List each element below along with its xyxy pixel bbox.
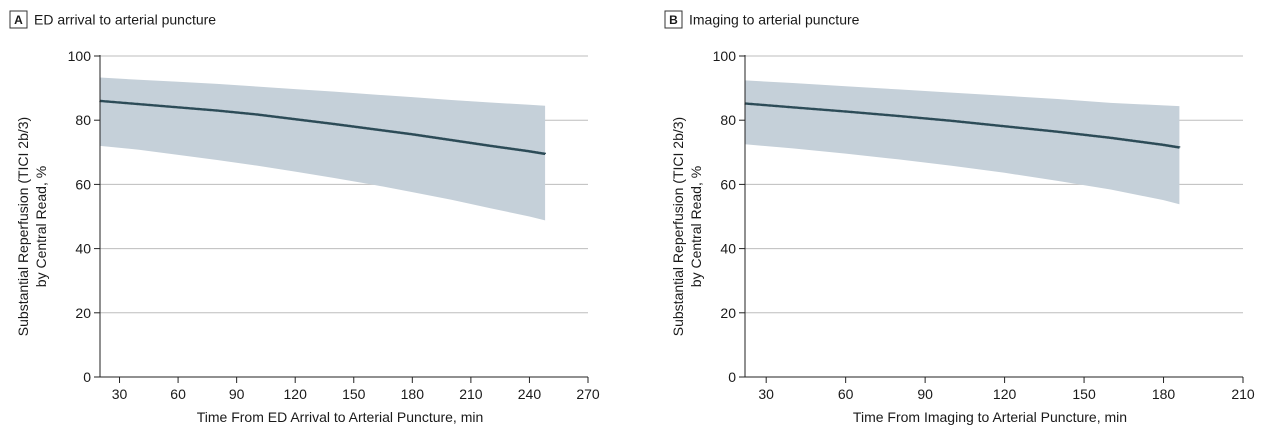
x-tick-label: 210: [1231, 386, 1255, 402]
panel-title: ED arrival to arterial puncture: [34, 12, 216, 28]
panel-badge: [9, 10, 28, 29]
x-tick-label: 30: [112, 386, 128, 402]
x-tick-label: 120: [284, 386, 308, 402]
panel-badge: [664, 10, 683, 29]
y-tick-label: 0: [728, 369, 736, 385]
y-tick-label: 0: [83, 369, 91, 385]
y-tick-label: 20: [75, 305, 91, 321]
x-tick-label: 210: [459, 386, 483, 402]
x-tick-label: 60: [170, 386, 186, 402]
panel-letter: A: [14, 13, 23, 27]
y-axis-title-line: Substantial Reperfusion (TICI 2b/3): [15, 117, 31, 336]
confidence-band: [745, 80, 1180, 205]
y-axis-title-line: by Central Read, %: [688, 166, 704, 287]
x-tick-label: 180: [1152, 386, 1176, 402]
x-tick-label: 30: [758, 386, 774, 402]
estimate-line: [744, 102, 1181, 149]
panel-letter: B: [669, 13, 678, 27]
y-axis-title-line: by Central Read, %: [33, 166, 49, 287]
y-tick-label: 100: [68, 48, 92, 64]
x-tick-label: 90: [917, 386, 933, 402]
panel-b: B Imaging to arterial puncture 0 20 40 60 80 10…: [664, 10, 1255, 425]
y-tick-label: 40: [75, 241, 91, 257]
x-tick-label: 150: [342, 386, 366, 402]
x-tick-label: 270: [576, 386, 600, 402]
x-tick-label: 150: [1072, 386, 1096, 402]
estimate-line: [99, 99, 546, 155]
y-tick-label: 80: [720, 112, 736, 128]
y-tick-label: 20: [720, 305, 736, 321]
y-tick-label: 60: [75, 176, 91, 192]
y-tick-label: 60: [720, 176, 736, 192]
panel-a: A ED arrival to arterial puncture 0 20 40 60 8…: [9, 10, 600, 425]
y-tick-label: 40: [720, 241, 736, 257]
confidence-band: [100, 77, 546, 221]
x-tick-label: 120: [993, 386, 1017, 402]
y-tick-label: 100: [713, 48, 737, 64]
y-axis-title-line: Substantial Reperfusion (TICI 2b/3): [670, 117, 686, 336]
x-tick-label: 90: [229, 386, 245, 402]
x-tick-label: 180: [401, 386, 425, 402]
x-tick-label: 60: [838, 386, 854, 402]
x-tick-label: 240: [518, 386, 542, 402]
panel-title: Imaging to arterial puncture: [689, 12, 860, 28]
x-axis-title: Time From ED Arrival to Arterial Punctur…: [197, 409, 484, 425]
x-axis-title: Time From Imaging to Arterial Puncture, …: [853, 409, 1127, 425]
y-tick-label: 80: [75, 112, 91, 128]
